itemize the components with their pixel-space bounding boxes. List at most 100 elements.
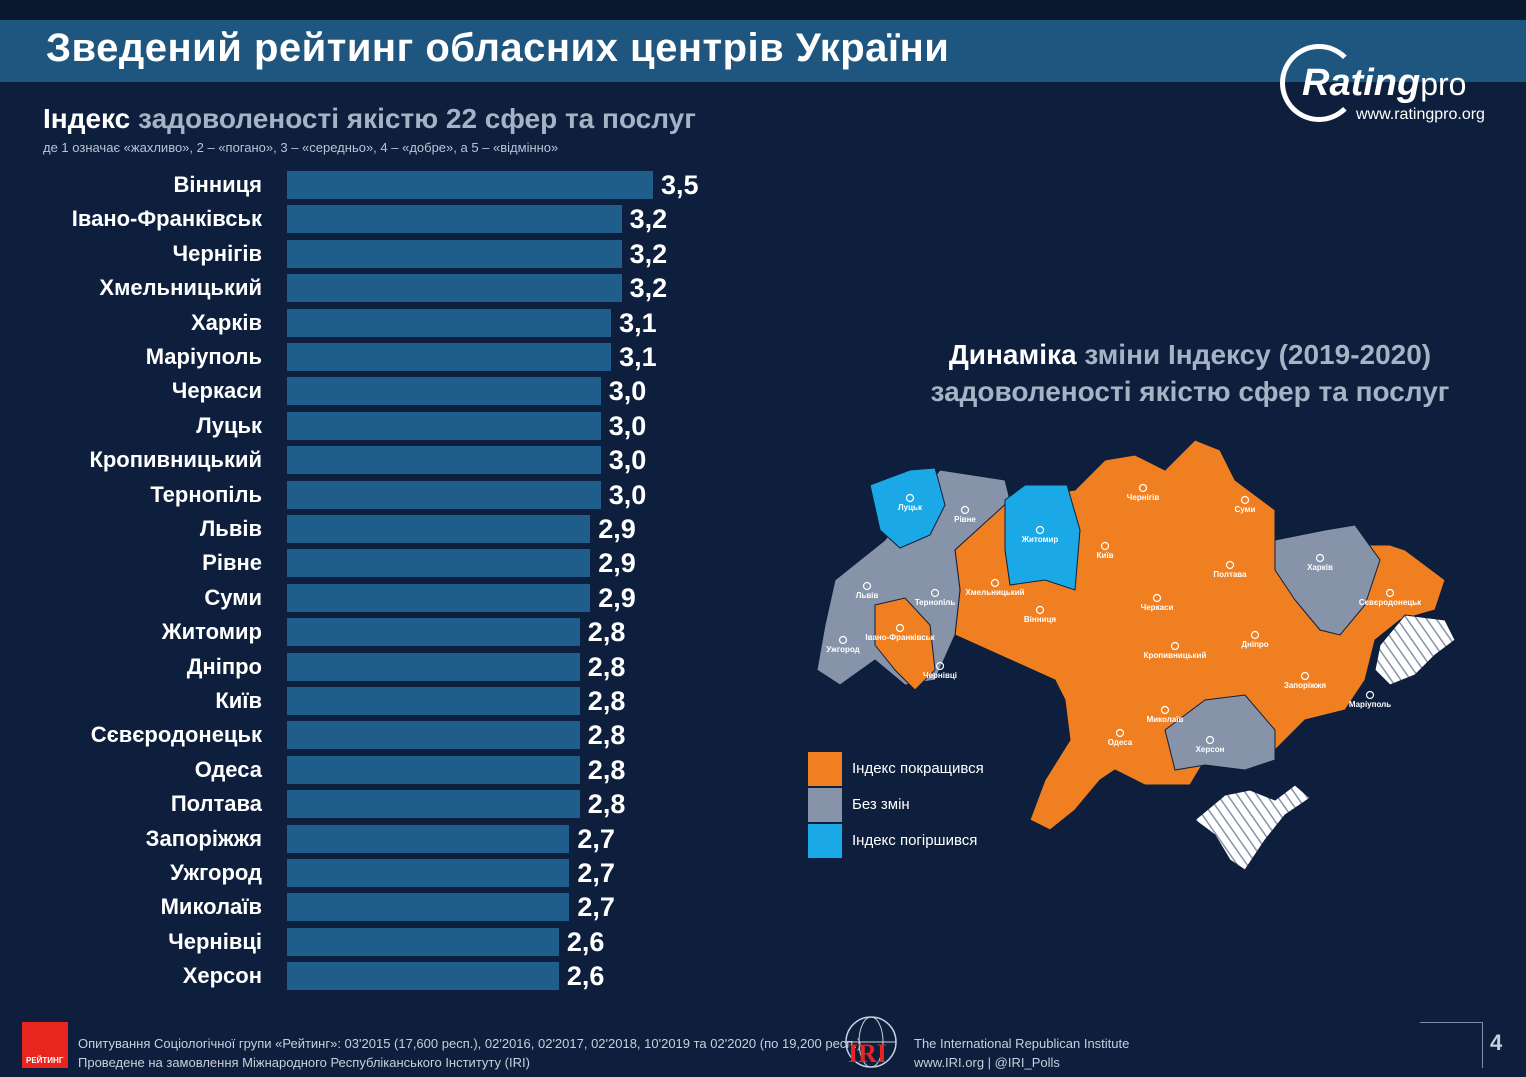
bar (287, 962, 559, 991)
legend-label: Індекс покращився (852, 760, 984, 777)
bar-category-label: Рівне (202, 550, 262, 576)
city-marker (1225, 560, 1235, 570)
iri-line1: The International Republican Institute (914, 1036, 1130, 1051)
bar-value-label: 3,1 (619, 307, 657, 338)
bar (287, 618, 580, 647)
map-region-west-nochange (816, 469, 1011, 686)
iri-mark-text: IRI (848, 1039, 887, 1068)
bar-category-label: Чернівці (168, 928, 262, 954)
dynamics-title-part1: Динаміка (948, 339, 1077, 370)
bar-value-label: 2,8 (587, 651, 626, 682)
city-marker (838, 635, 848, 645)
city-marker (1152, 593, 1162, 603)
bar-category-label: Миколаїв (160, 894, 262, 920)
top-strip (0, 0, 1526, 20)
bar-value-label: 3,2 (629, 273, 668, 304)
city-label: Луцьк (898, 503, 923, 512)
ukraine-map: Луцьк Рівне Житомир Київ Чернігів Суми Харків П… (816, 439, 1456, 871)
bar-category-label: Черкаси (171, 378, 262, 404)
bar-category-label: Київ (215, 688, 262, 713)
logo-word-pro: pro (1420, 66, 1467, 102)
bar-category-label: Маріуполь (145, 344, 262, 369)
bar-category-label: Львів (199, 516, 262, 541)
bar (287, 411, 601, 440)
city-marker (1100, 541, 1110, 551)
logo-word-rating: Rating (1302, 62, 1421, 104)
iri-text: The International Republican Institute w… (914, 1034, 1129, 1072)
index-title-part2: задоволеності якістю 22 сфер та послуг (138, 103, 696, 134)
footer-line1: Опитування Соціологічної групи «Рейтинг»… (78, 1036, 865, 1051)
bar-value-label: 3,2 (629, 204, 668, 235)
bar (287, 790, 580, 819)
bar-category-label: Тернопіль (150, 481, 262, 507)
bar-value-label: 3,0 (608, 479, 647, 510)
bar (287, 583, 591, 612)
logo-url: www.ratingpro.org (1356, 106, 1485, 123)
city-marker (1250, 630, 1260, 640)
page-title: Зведений рейтинг обласних центрів Україн… (46, 26, 950, 70)
city-label: Черкаси (1141, 603, 1174, 612)
map-region-occupied-east (1374, 614, 1456, 686)
legend-label: Індекс погіршився (852, 832, 978, 849)
bar (287, 377, 601, 406)
bar-category-label: Одеса (194, 756, 262, 782)
footer-line2: Проведене на замовлення Міжнародного Рес… (78, 1055, 530, 1070)
city-label: Київ (1097, 551, 1114, 560)
bar-category-label: Житомир (161, 619, 262, 645)
bar-value-label: 2,7 (577, 823, 615, 854)
legend-swatch (808, 824, 842, 858)
city-label: Кропивницький (1144, 651, 1207, 660)
city-label: Полтава (1213, 570, 1247, 579)
bar-value-label: 2,6 (566, 961, 605, 992)
city-label: Ужгород (826, 645, 859, 654)
index-chart-title: Індекс задоволеності якістю 22 сфер та п… (43, 103, 696, 135)
bar (287, 343, 612, 371)
legend-swatch (808, 752, 842, 786)
city-label: Львів (856, 591, 879, 600)
dynamics-title-part2: зміни Індексу (2019-2020) (1084, 339, 1432, 370)
bar (287, 480, 601, 509)
bar-value-label: 2,9 (598, 514, 636, 544)
city-marker (1300, 671, 1310, 681)
city-label: Івано-Франківськ (865, 633, 935, 642)
bar-value-label: 3,2 (629, 238, 668, 269)
city-label: Чернівці (923, 671, 957, 680)
bar-chart: Вінниця 3,5 Івано-Франківськ 3,2 Чернігів 3,2… (0, 0, 720, 1000)
bar-category-label: Харків (191, 309, 262, 335)
city-label: Харків (1307, 563, 1333, 572)
bar-value-label: 2,8 (587, 617, 626, 648)
city-marker (930, 588, 940, 598)
bar (287, 859, 570, 887)
bar-category-label: Хмельницький (99, 275, 262, 301)
bar-category-label: Івано-Франківськ (71, 206, 262, 232)
map-city-labels: Луцьк Рівне Житомир Київ Чернігів Суми Харків П… (826, 483, 1422, 754)
bar-value-label: 2,9 (598, 582, 636, 613)
bar (287, 652, 580, 681)
bar-category-label: Дніпро (186, 653, 262, 679)
city-marker (905, 493, 915, 503)
city-marker (1138, 483, 1148, 493)
bar (287, 515, 591, 543)
city-label: Маріуполь (1349, 700, 1391, 709)
city-label: Рівне (954, 515, 976, 524)
iri-line2: www.IRI.org | @IRI_Polls (914, 1055, 1060, 1070)
city-marker (1170, 641, 1180, 651)
city-label: Житомир (1021, 535, 1059, 544)
city-marker (1160, 705, 1170, 715)
city-label: Суми (1235, 505, 1256, 514)
bar-value-label: 2,8 (587, 789, 626, 820)
page-divider (1420, 1022, 1482, 1023)
city-marker (990, 578, 1000, 588)
city-marker (895, 623, 905, 633)
map-region-lutsk-worse (869, 467, 946, 549)
bar-category-label: Суми (204, 584, 262, 610)
city-marker (1035, 605, 1045, 615)
bar-category-label: Запоріжжя (145, 825, 262, 851)
city-label: Чернігів (1127, 493, 1160, 502)
bar-category-label: Полтава (170, 791, 262, 817)
city-marker (1385, 588, 1395, 598)
city-marker (1115, 728, 1125, 738)
bar (287, 171, 653, 199)
bar (287, 205, 622, 234)
bar (287, 927, 559, 956)
